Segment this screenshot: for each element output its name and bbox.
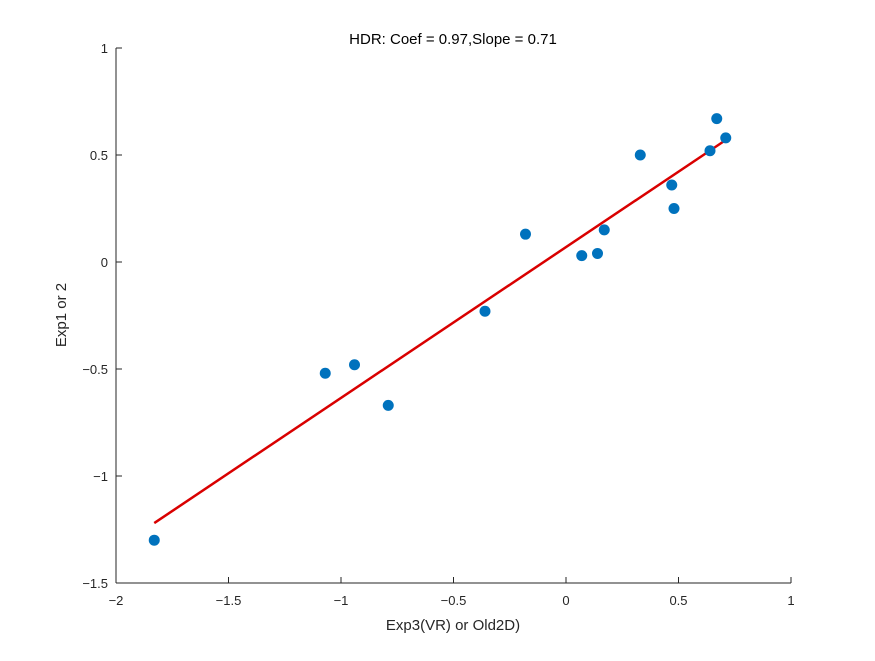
regression-line <box>153 138 727 525</box>
fit-line-group <box>153 138 727 525</box>
data-point <box>634 149 646 161</box>
data-point <box>576 250 588 262</box>
x-tick-label: 1 <box>787 593 794 608</box>
y-tick-label: 0 <box>101 255 108 270</box>
x-axis-label: Exp3(VR) or Old2D) <box>386 617 520 634</box>
data-point <box>666 179 678 191</box>
data-points <box>148 113 732 546</box>
x-tick-label: 0.5 <box>669 593 687 608</box>
y-tick-label: 0.5 <box>90 148 108 163</box>
x-tick-label: −1.5 <box>216 593 242 608</box>
x-ticks: −2 −1.5 −1 −0.5 0 0.5 1 <box>109 577 795 608</box>
data-point <box>148 534 160 546</box>
y-tick-label: −1 <box>93 469 108 484</box>
data-point <box>319 367 331 379</box>
data-point <box>479 305 491 317</box>
data-point <box>720 132 732 144</box>
chart-title: HDR: Coef = 0.97,Slope = 0.71 <box>349 31 557 48</box>
data-point <box>704 145 716 157</box>
y-ticks: −1.5 −1 −0.5 0 0.5 1 <box>82 41 122 591</box>
y-tick-label: 1 <box>101 41 108 56</box>
data-point <box>382 399 394 411</box>
y-axis-label: Exp1 or 2 <box>53 283 70 347</box>
data-point <box>349 359 360 371</box>
y-tick-label: −1.5 <box>82 576 108 591</box>
y-tick-label: −0.5 <box>82 362 108 377</box>
x-tick-label: −0.5 <box>441 593 467 608</box>
data-point <box>711 113 723 125</box>
data-point <box>598 224 610 236</box>
data-point <box>520 228 531 240</box>
x-tick-label: 0 <box>562 593 569 608</box>
data-point <box>592 247 603 259</box>
data-point <box>668 203 680 214</box>
x-tick-label: −2 <box>109 593 124 608</box>
x-tick-label: −1 <box>334 593 349 608</box>
